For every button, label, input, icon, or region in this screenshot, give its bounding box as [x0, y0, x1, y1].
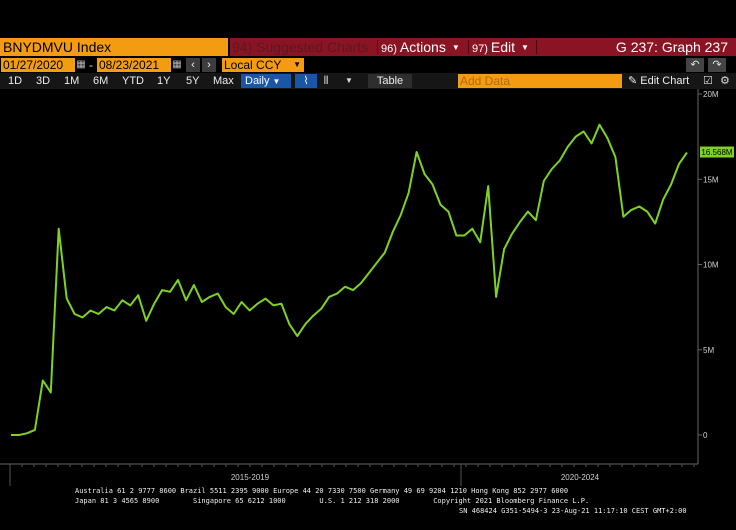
frequency-select[interactable]: Daily ▼ — [241, 74, 291, 88]
graph-title: G 237: Graph 237 — [615, 39, 728, 55]
edit-chart-label: Edit Chart — [640, 75, 690, 87]
footer-contact-line: Australia 61 2 9777 8600 Brazil 5511 239… — [75, 487, 569, 495]
plot-background — [0, 89, 698, 464]
end-date-field[interactable]: 08/23/2021 — [97, 58, 171, 72]
chevron-down-icon[interactable]: ▼ — [345, 76, 353, 85]
period-1d[interactable]: 1D — [8, 75, 23, 87]
y-tick-label: 0 — [703, 431, 708, 440]
actions-number: 96) — [381, 43, 397, 55]
footer: Australia 61 2 9777 8600 Brazil 5511 239… — [0, 486, 736, 530]
chevron-down-icon: ▼ — [293, 60, 301, 69]
currency-select[interactable]: Local CCY ▼ — [222, 58, 304, 72]
y-tick-label: 5M — [703, 346, 714, 355]
actions-menu[interactable]: 96) Actions ▼ — [381, 38, 460, 58]
title-bar: BNYDMVU Index 94) Suggested Charts 96) Ac… — [0, 38, 736, 56]
security-field[interactable]: BNYDMVU Index — [0, 38, 228, 56]
last-value-box — [700, 146, 734, 158]
suggested-charts-button[interactable]: 94) Suggested Charts — [232, 39, 369, 55]
start-date-field[interactable]: 01/27/2020 — [1, 58, 75, 72]
date-range-bar: 01/27/2020 ▦ - 08/23/2021 ▦ ‹ › Local CC… — [0, 57, 736, 73]
period-5y[interactable]: 5Y — [186, 75, 200, 87]
edit-chart-button[interactable]: ✎ Edit Chart — [628, 73, 689, 89]
redo-icon[interactable]: ↷ — [708, 58, 726, 72]
period-6m[interactable]: 6M — [93, 75, 109, 87]
y-tick-label: 20M — [703, 90, 719, 99]
gear-icon[interactable]: ⚙ — [720, 75, 730, 87]
pencil-icon: ✎ — [628, 75, 638, 87]
calendar-icon[interactable]: ▦ — [172, 59, 182, 70]
undo-icon[interactable]: ↶ — [686, 58, 704, 72]
last-value-marker: 16.568M — [700, 146, 734, 158]
date-range-dash: - — [89, 58, 93, 72]
chevron-down-icon: ▼ — [272, 77, 281, 86]
previous-period-button[interactable]: ‹ — [186, 58, 200, 72]
x-period-label: 2020-2024 — [561, 473, 600, 482]
period-1m[interactable]: 1M — [64, 75, 80, 87]
calendar-icon[interactable]: ▦ — [76, 59, 86, 70]
last-value-label: 16.568M — [701, 148, 732, 157]
line-chart-icon[interactable]: ⌇ — [295, 74, 317, 88]
period-ytd[interactable]: YTD — [122, 75, 144, 87]
options-icon[interactable]: ☑ — [703, 75, 713, 87]
menu-separator — [377, 40, 378, 54]
line-chart: 20M 15M 10M 5M 0 2015-2019 2020-2024 16.568M — [0, 89, 734, 486]
edit-menu[interactable]: 97) Edit ▼ — [472, 38, 529, 58]
period-3d[interactable]: 3D — [36, 75, 51, 87]
y-tick-label: 10M — [703, 261, 719, 270]
frequency-value: Daily — [245, 75, 270, 87]
edit-label: Edit — [490, 39, 516, 55]
actions-label: Actions — [399, 39, 446, 55]
chart-toolbar: 1D 3D 1M 6M YTD 1Y 5Y Max Daily ▼ ⌇ ⫴ ▼ … — [0, 73, 736, 89]
y-axis: 20M 15M 10M 5M 0 — [698, 90, 719, 440]
add-data-input[interactable]: Add Data — [458, 74, 622, 88]
table-button[interactable]: Table — [368, 74, 412, 88]
menu-bar — [230, 38, 736, 56]
series-line — [11, 123, 688, 436]
chevron-down-icon: ▼ — [451, 43, 460, 52]
footer-contact-line: Japan 81 3 4565 8900 Singapore 65 6212 1… — [75, 497, 590, 505]
next-period-button[interactable]: › — [202, 58, 216, 72]
period-max[interactable]: Max — [213, 75, 234, 87]
bar-chart-icon[interactable]: ⫴ — [323, 75, 329, 87]
menu-separator — [536, 40, 537, 54]
y-tick-label: 15M — [703, 175, 719, 184]
period-1y[interactable]: 1Y — [157, 75, 171, 87]
x-ticks — [9, 464, 695, 467]
x-period-label: 2015-2019 — [231, 473, 270, 482]
chart-area[interactable]: 20M 15M 10M 5M 0 2015-2019 2020-2024 16.568M — [0, 89, 736, 486]
chevron-down-icon: ▼ — [521, 43, 529, 52]
menu-separator — [468, 40, 469, 54]
currency-value: Local CCY — [224, 58, 282, 72]
footer-session-line: SN 468424 G351-5494-3 23-Aug-21 11:17:10… — [459, 507, 687, 515]
edit-number: 97) — [472, 43, 488, 55]
